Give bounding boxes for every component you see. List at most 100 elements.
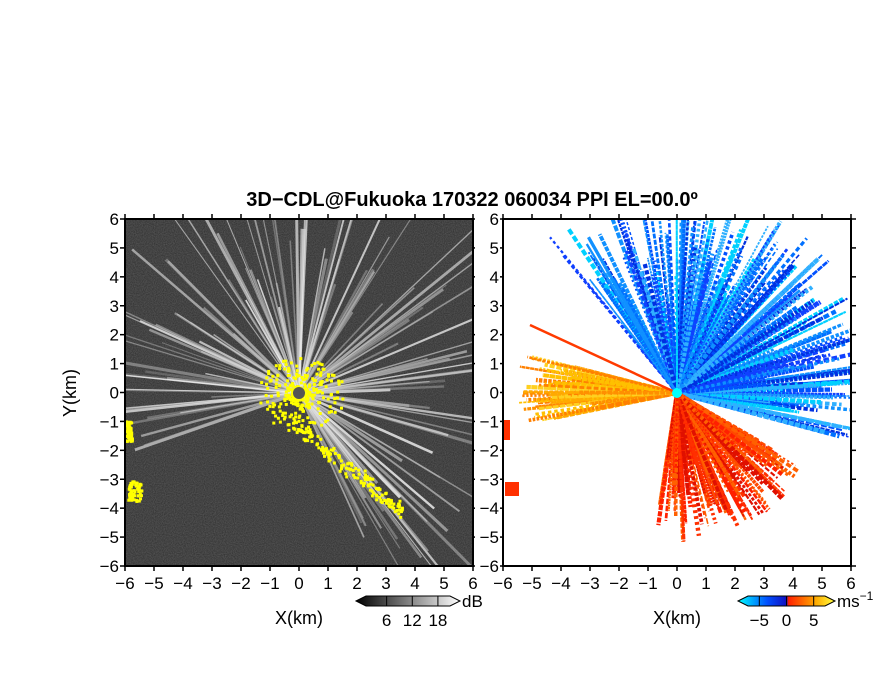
- echo-pixel: [271, 374, 275, 378]
- reflectivity-ray: [166, 376, 300, 395]
- velocity-ray: [643, 219, 679, 394]
- x-tick-label: −4: [551, 574, 570, 593]
- echo-pixel: [271, 401, 275, 405]
- echo-pixel: [292, 376, 296, 380]
- x-tick-label: 6: [846, 574, 855, 593]
- echo-pixel: [310, 363, 314, 367]
- echo-pixel: [292, 421, 296, 425]
- y-tick-label: 3: [110, 297, 119, 316]
- y-tick-label-backdrop: [475, 528, 500, 546]
- reflectivity-xlabel: X(km): [275, 608, 323, 628]
- reflectivity-ray: [297, 392, 399, 540]
- echo-pixel: [277, 405, 281, 409]
- echo-pixel: [291, 396, 295, 400]
- echo-pixel: [125, 421, 129, 425]
- reflectivity-ray: [298, 392, 473, 498]
- echo-pixel: [392, 502, 396, 506]
- y-tick-label: 5: [490, 239, 499, 258]
- reflectivity-ray: [164, 258, 301, 395]
- y-tick-label: −2: [480, 441, 499, 460]
- echo-pixel: [320, 423, 324, 427]
- echo-pixel: [353, 476, 357, 480]
- echo-pixel: [354, 466, 358, 470]
- reflectivity-ray: [298, 318, 473, 394]
- y-tick-label-backdrop: [475, 354, 500, 372]
- echo-pixel: [305, 374, 309, 378]
- echo-pixel: [327, 374, 331, 378]
- velocity-ray: [676, 329, 832, 395]
- velocity-ray: [589, 278, 678, 394]
- echo-pixel: [329, 448, 333, 452]
- y-tick-label: −4: [480, 499, 499, 518]
- echo-pixel: [139, 494, 143, 498]
- echo-pixel: [363, 469, 367, 473]
- echo-pixel: [294, 397, 298, 401]
- x-tick-label: 5: [439, 574, 448, 593]
- echo-pixel: [326, 397, 330, 401]
- echo-pixel: [329, 379, 333, 383]
- echo-pixel: [319, 373, 323, 377]
- echo-pixel: [351, 468, 355, 472]
- y-tick-label: 2: [490, 326, 499, 345]
- echo-pixel: [318, 401, 322, 405]
- echo-pixel: [307, 390, 311, 394]
- colorbar-tick-label: 12: [403, 611, 422, 630]
- echo-pixel: [303, 431, 307, 435]
- echo-pixel: [322, 396, 326, 400]
- echo-pixel: [282, 359, 286, 363]
- echo-pixel: [307, 406, 311, 410]
- velocity-ray: [676, 336, 850, 395]
- reflectivity-ray: [298, 269, 368, 394]
- echo-pixel: [295, 372, 299, 376]
- velocity-colorbar-unit: ms−1: [837, 589, 874, 611]
- echo-pixel: [352, 473, 356, 477]
- echo-pixel: [295, 374, 299, 378]
- y-tick-label-backdrop: [475, 383, 500, 401]
- echo-pixel: [327, 373, 331, 377]
- echo-pixel: [266, 386, 270, 390]
- velocity-ray: [538, 383, 678, 395]
- echo-pixel: [316, 434, 320, 438]
- y-tick-label-backdrop: [475, 267, 500, 285]
- echo-pixel: [378, 488, 382, 492]
- echo-pixel: [286, 393, 290, 397]
- echo-pixel: [304, 404, 308, 408]
- velocity-ray: [675, 219, 690, 394]
- reflectivity-ray: [295, 219, 300, 394]
- echo-pixel: [286, 379, 290, 383]
- x-tick-label: −2: [609, 574, 628, 593]
- reflectivity-ray: [298, 249, 473, 395]
- echo-pixel: [300, 430, 304, 434]
- reflectivity-ray: [298, 262, 473, 394]
- echo-pixel: [297, 374, 301, 378]
- echo-pixel: [311, 377, 315, 381]
- reflectivity-ray: [125, 391, 300, 414]
- echo-pixel: [278, 384, 282, 388]
- echo-pixel: [340, 465, 344, 469]
- reflectivity-colorbar: 6 12 18 dB: [354, 592, 483, 630]
- echo-pixel: [134, 481, 138, 485]
- echo-pixel: [132, 494, 136, 498]
- reflectivity-ray: [297, 391, 473, 566]
- echo-pixel: [294, 415, 298, 419]
- echo-pixel: [372, 491, 376, 495]
- echo-pixel: [129, 430, 133, 434]
- reflectivity-ray: [147, 391, 300, 420]
- y-tick-label: −1: [480, 412, 499, 431]
- echo-pixel: [291, 394, 295, 398]
- echo-pixel: [283, 411, 287, 415]
- echo-pixel: [327, 459, 331, 463]
- x-tick-label: 1: [701, 574, 710, 593]
- echo-pixel: [135, 499, 139, 503]
- velocity-ray: [667, 219, 679, 394]
- echo-pixel: [337, 456, 341, 460]
- echo-pixel: [384, 491, 388, 495]
- echo-pixel: [283, 415, 287, 419]
- y-tick-label-backdrop: [475, 296, 500, 314]
- echo-pixel: [291, 382, 295, 386]
- echo-pixel: [328, 405, 332, 409]
- echo-pixel: [341, 397, 345, 401]
- echo-pixel: [265, 400, 269, 404]
- reflectivity-ray: [298, 392, 441, 479]
- echo-pixel: [299, 381, 303, 385]
